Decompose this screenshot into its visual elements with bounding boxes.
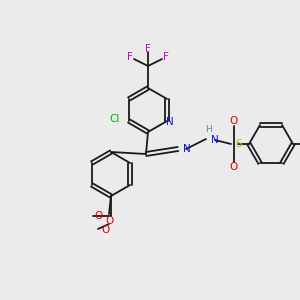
Text: O: O (95, 211, 103, 221)
Text: O: O (101, 225, 109, 235)
Text: Cl: Cl (110, 114, 120, 124)
Text: O: O (230, 116, 238, 126)
Text: H: H (206, 124, 212, 134)
Text: F: F (127, 52, 133, 62)
Text: S: S (235, 139, 242, 149)
Text: N: N (183, 144, 191, 154)
Text: O: O (105, 216, 113, 226)
Text: F: F (145, 44, 151, 54)
Text: O: O (230, 162, 238, 172)
Text: N: N (166, 117, 174, 127)
Text: F: F (163, 52, 169, 62)
Text: N: N (211, 135, 219, 145)
